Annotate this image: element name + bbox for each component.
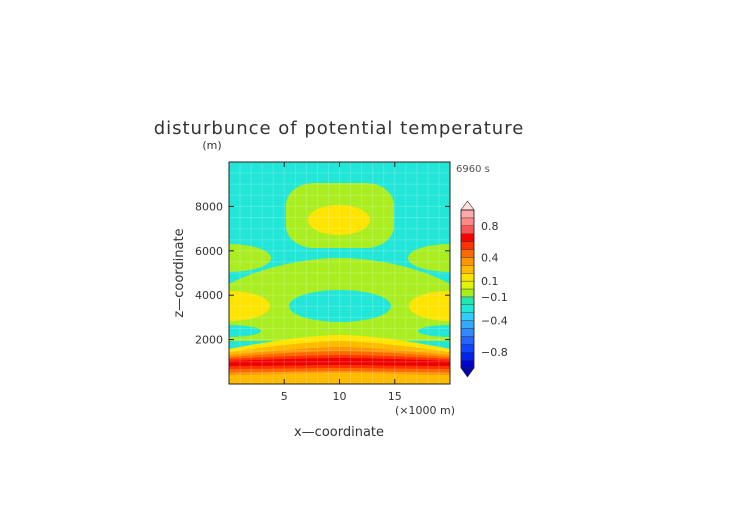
colorbar-label: 0.1	[481, 275, 499, 288]
middle-band-centre-hole	[289, 290, 391, 322]
colorbar-band	[460, 265, 475, 274]
y-tick-label: 6000	[195, 245, 223, 258]
colorbar-band	[460, 217, 475, 226]
x-axis-label: x—coordinate	[294, 425, 384, 440]
colorbar-band	[460, 209, 475, 219]
model-grid	[229, 162, 450, 384]
x-tick-label: 5	[281, 390, 288, 403]
middle-band-left-core	[229, 291, 270, 321]
time-label: 6960 s	[456, 164, 490, 175]
chart-title: disturbunce of potential temperature	[154, 118, 525, 139]
y-tick-label: 4000	[195, 289, 223, 302]
left-mid-blob	[229, 244, 271, 272]
contour-field	[229, 162, 450, 384]
x-tick-label: 10	[333, 390, 347, 403]
right-mid-blob	[408, 244, 450, 272]
colorbar-band	[460, 225, 475, 234]
colorbar-band	[460, 257, 475, 266]
colorbar-label: 0.8	[481, 220, 499, 233]
colorbar-band	[460, 336, 475, 345]
x-units-label: (×1000 m)	[395, 404, 455, 417]
colorbar-band	[460, 352, 475, 361]
x-tick-label: 15	[388, 390, 402, 403]
middle-band-left-hole	[229, 325, 261, 337]
colorbar-band	[460, 280, 475, 290]
colorbar-frame	[460, 209, 475, 369]
colorbar-band	[460, 304, 475, 313]
middle-band-right-core	[409, 291, 450, 321]
upper-centre-core	[308, 205, 370, 235]
colorbar-label: −0.8	[481, 346, 508, 359]
colorbar-band	[460, 320, 475, 329]
colorbar-band	[460, 312, 475, 321]
colorbar-extend-max	[460, 200, 475, 211]
colorbar-label: 0.4	[481, 251, 499, 264]
colorbar-band	[460, 296, 475, 305]
surface-layer-core	[229, 358, 450, 366]
colorbar-band	[460, 328, 475, 337]
y-tick-label: 2000	[195, 334, 223, 347]
colorbar-band	[460, 241, 475, 250]
colorbar-band	[460, 233, 475, 242]
middle-band-right-hole	[418, 325, 450, 337]
colorbar: 0.8 0.4 0.1 −0.1 −0.4 −0.8	[460, 200, 508, 378]
colorbar-extend-min	[460, 367, 475, 378]
colorbar-band	[460, 359, 475, 369]
y-tick-label: 8000	[195, 200, 223, 213]
axes: 5 10 15 2000 4000 6000 8000	[195, 162, 450, 403]
y-units-label: (m)	[202, 139, 221, 152]
colorbar-band	[460, 249, 475, 258]
colorbar-band	[460, 344, 475, 353]
colorbar-label: −0.4	[481, 315, 508, 328]
y-axis-label: z—coordinate	[172, 228, 187, 317]
colorbar-band	[460, 273, 475, 282]
colorbar-band	[460, 288, 475, 298]
colorbar-label: −0.1	[481, 291, 508, 304]
